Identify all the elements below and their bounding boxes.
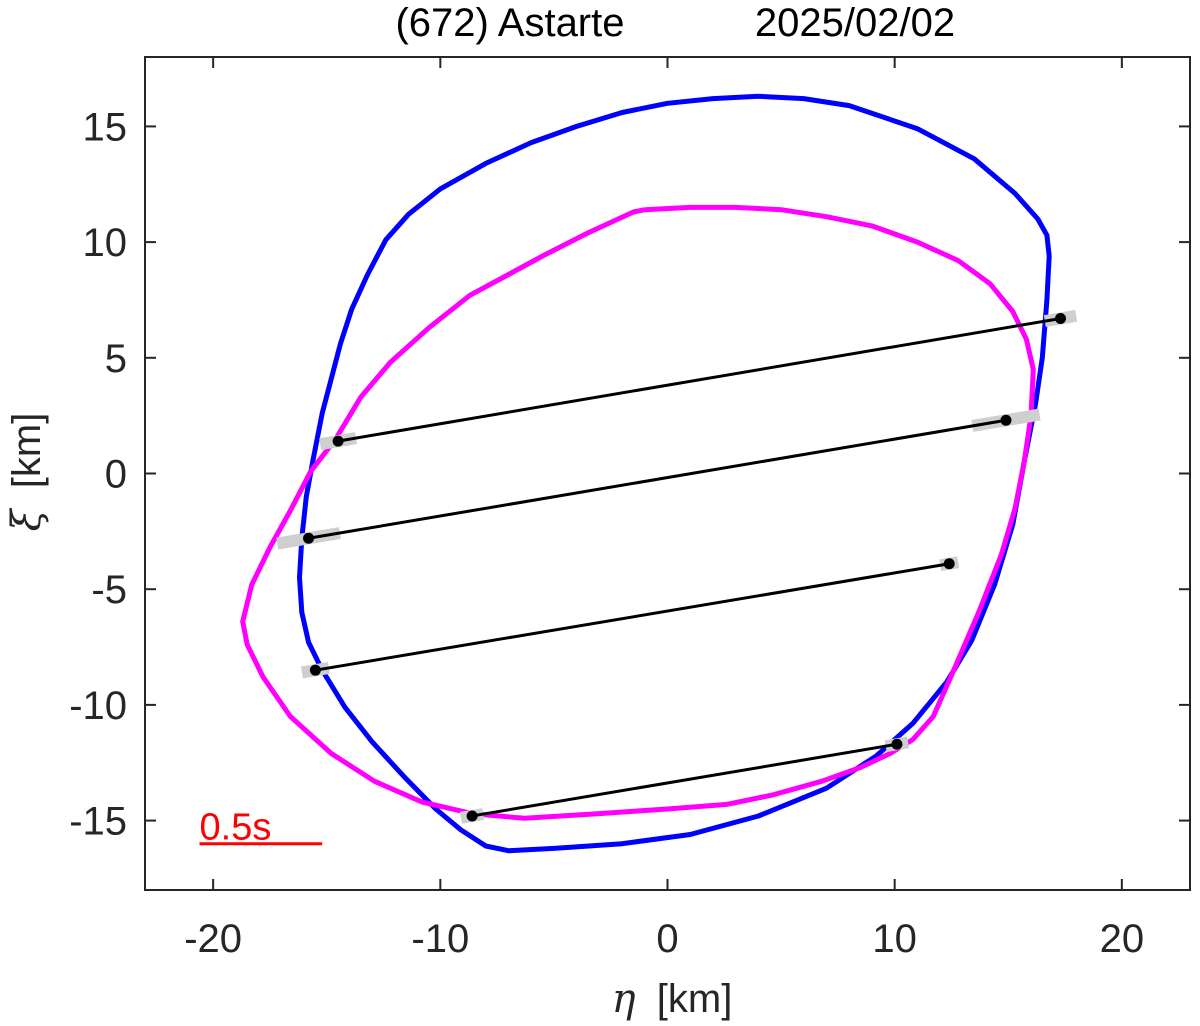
x-tick-label: 0 <box>656 917 678 961</box>
chord-line <box>308 418 1007 540</box>
chord-1 <box>319 309 1078 451</box>
y-tick-label: 0 <box>105 453 127 497</box>
x-tick-label: -10 <box>411 917 469 961</box>
x-tick-label: 20 <box>1100 917 1145 961</box>
chart-title: (672) Astarte 2025/02/02 <box>395 1 955 45</box>
outline-series-2 <box>240 204 1036 821</box>
chord-end-point <box>1055 312 1067 324</box>
chord-line <box>315 562 950 672</box>
outline-series-1 <box>297 93 1052 854</box>
y-axis-label: ξ [km] <box>4 413 50 532</box>
y-tick-label: 5 <box>105 337 127 381</box>
chord-start-point <box>332 435 344 447</box>
chord-line <box>337 316 1061 443</box>
chord-start-point <box>466 810 478 822</box>
y-axis-unit: [km] <box>5 413 49 489</box>
x-axis-unit: [km] <box>657 977 733 1021</box>
chord-4 <box>459 736 910 824</box>
y-axis: 15 10 5 0 -5 -10 -15 <box>69 105 1190 844</box>
x-axis-symbol: η <box>612 976 636 1022</box>
chord-line <box>471 742 898 818</box>
title-text: (672) Astarte <box>395 1 624 45</box>
x-tick-label: 10 <box>872 917 917 961</box>
chord-3 <box>300 556 960 679</box>
y-tick-label: -10 <box>69 684 127 728</box>
y-axis-symbol: ξ <box>4 507 50 531</box>
chord-2 <box>276 408 1041 550</box>
y-tick-label: -15 <box>69 800 127 844</box>
scale-bar-label: 0.5s <box>200 807 272 849</box>
x-axis: -20 -10 0 10 20 <box>184 57 1144 961</box>
chord-end-point <box>1000 414 1012 426</box>
plot-area: 0.5s <box>199 93 1078 854</box>
chord-start-point <box>303 532 315 544</box>
x-axis-label: η [km] <box>612 976 733 1022</box>
x-tick-label: -20 <box>184 917 242 961</box>
chord-end-point <box>891 738 903 750</box>
chord-end-point <box>943 558 955 570</box>
y-tick-label: -5 <box>91 568 127 612</box>
y-tick-label: 15 <box>83 105 128 149</box>
title-date: 2025/02/02 <box>755 1 955 45</box>
y-tick-label: 10 <box>83 221 128 265</box>
chord-start-point <box>309 664 321 676</box>
